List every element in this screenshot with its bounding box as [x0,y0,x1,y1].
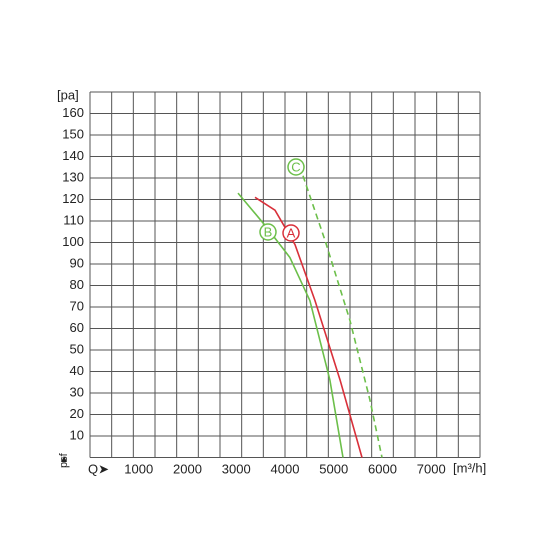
curve [302,175,383,458]
curve [254,196,363,458]
y-tick-label: 50 [70,341,84,356]
y-tick-label: 20 [70,406,84,421]
y-tick-label: 110 [63,212,84,227]
x-axis-symbol: Q➤ [88,461,109,476]
y-tick-label: 10 [70,427,84,442]
curve-label-circle [282,224,300,242]
curve [237,192,344,458]
x-axis-label: [m³/h] [453,460,486,475]
y-tick-label: 40 [70,363,84,378]
y-tick-label: 130 [62,169,84,184]
curve-label: A [287,225,296,240]
y-tick-label: 150 [62,126,84,141]
curve-label-circle [259,223,277,241]
curve-label-circle [287,158,305,176]
x-tick-label: 3000 [222,461,251,476]
x-tick-label: 4000 [271,461,300,476]
x-tick-label: 2000 [173,461,202,476]
y-tick-label: 100 [62,234,84,249]
y-axis-label: [pa] [57,87,79,102]
curve-label: C [291,159,300,174]
x-tick-label: 7000 [417,461,446,476]
y-tick-label: 140 [62,148,84,163]
x-tick-label: 1000 [124,461,153,476]
y-axis-arrow [61,456,67,462]
y-tick-label: 30 [70,384,84,399]
y-tick-label: 90 [70,255,84,270]
y-tick-label: 80 [70,277,84,292]
x-tick-label: 5000 [319,461,348,476]
y-tick-label: 160 [62,105,84,120]
y-tick-label: 120 [62,191,84,206]
x-tick-label: 6000 [368,461,397,476]
y-tick-label: 60 [70,320,84,335]
y-tick-label: 70 [70,298,84,313]
curve-label: B [264,224,273,239]
